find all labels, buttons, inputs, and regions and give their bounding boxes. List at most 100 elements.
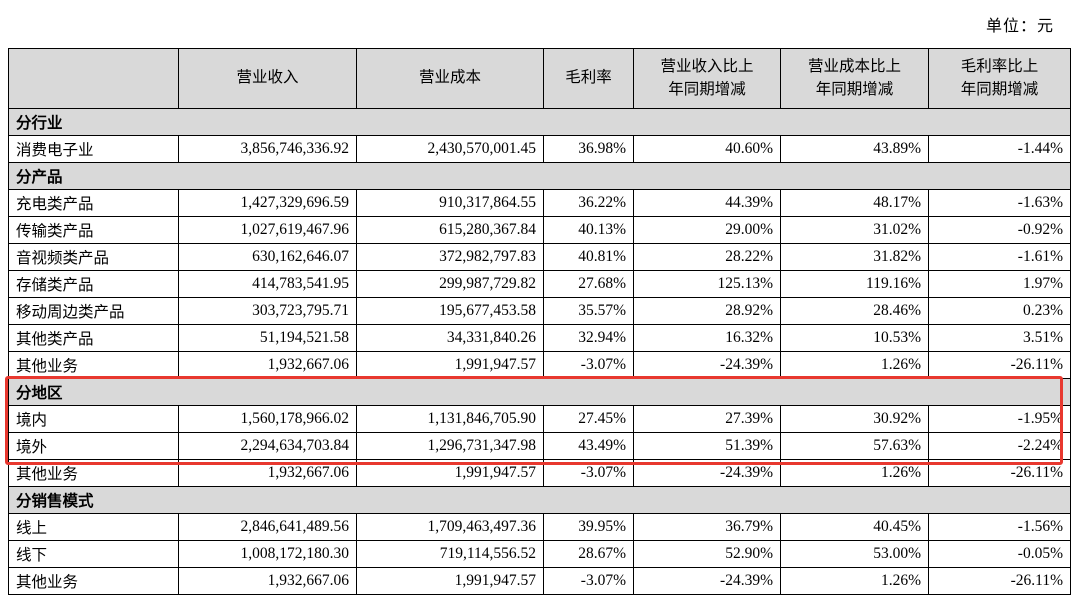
cell-value: 719,114,556.52 xyxy=(356,540,544,568)
cell-value: -26.11% xyxy=(928,567,1071,595)
cell-value: 414,783,541.95 xyxy=(178,270,357,298)
table-row: 境内 1,560,178,966.02 1,131,846,705.90 27.45%… xyxy=(8,405,1071,433)
table-row: 其他类产品 51,194,521.58 34,331,840.26 32.94% 16.… xyxy=(8,324,1071,352)
cell-value: 40.45% xyxy=(780,513,929,541)
table-body: 分行业 消费电子业 3,856,746,336.92 2,430,570,001.45… xyxy=(8,108,1071,595)
cell-value: 1,932,667.06 xyxy=(178,459,357,487)
corner-header xyxy=(8,48,179,109)
row-label: 境外 xyxy=(8,432,179,460)
table-row: 其他业务 1,932,667.06 1,991,947.57 -3.07% -24.39… xyxy=(8,567,1071,595)
cell-value: 1,008,172,180.30 xyxy=(178,540,357,568)
cell-value: 32.94% xyxy=(543,324,634,352)
column-header: 营业收入比上 年同期增减 xyxy=(633,48,781,109)
cell-value: 43.89% xyxy=(780,135,929,163)
cell-value: -24.39% xyxy=(633,351,781,379)
cell-value: 119.16% xyxy=(780,270,929,298)
cell-value: 3,856,746,336.92 xyxy=(178,135,357,163)
cell-value: -1.95% xyxy=(928,405,1071,433)
cell-value: 36.22% xyxy=(543,189,634,217)
cell-value: 28.22% xyxy=(633,243,781,271)
cell-value: 52.90% xyxy=(633,540,781,568)
section-label: 分产品 xyxy=(8,162,1071,190)
cell-value: 1,991,947.57 xyxy=(356,459,544,487)
table-header: 营业收入 营业成本 毛利率 营业收入比上 年同期增减 营业成本比上 年同期增减 毛利率比上… xyxy=(8,48,1071,109)
row-label: 音视频类产品 xyxy=(8,243,179,271)
cell-value: 1.26% xyxy=(780,459,929,487)
cell-value: 57.63% xyxy=(780,432,929,460)
row-label: 消费电子业 xyxy=(8,135,179,163)
cell-value: 16.32% xyxy=(633,324,781,352)
cell-value: 40.81% xyxy=(543,243,634,271)
cell-value: -1.56% xyxy=(928,513,1071,541)
cell-value: 40.60% xyxy=(633,135,781,163)
table-row: 传输类产品 1,027,619,467.96 615,280,367.84 40.13… xyxy=(8,216,1071,244)
column-header: 毛利率比上 年同期增减 xyxy=(928,48,1071,109)
row-label: 存储类产品 xyxy=(8,270,179,298)
cell-value: -26.11% xyxy=(928,459,1071,487)
cell-value: 27.45% xyxy=(543,405,634,433)
row-label: 其他业务 xyxy=(8,459,179,487)
cell-value: 2,294,634,703.84 xyxy=(178,432,357,460)
cell-value: 3.51% xyxy=(928,324,1071,352)
cell-value: -0.05% xyxy=(928,540,1071,568)
cell-value: 1.97% xyxy=(928,270,1071,298)
row-label: 移动周边类产品 xyxy=(8,297,179,325)
cell-value: 27.39% xyxy=(633,405,781,433)
section-row: 分产品 xyxy=(8,162,1071,190)
row-label: 传输类产品 xyxy=(8,216,179,244)
cell-value: 1,427,329,696.59 xyxy=(178,189,357,217)
cell-value: 35.57% xyxy=(543,297,634,325)
header-row: 营业收入 营业成本 毛利率 营业收入比上 年同期增减 营业成本比上 年同期增减 毛利率比上… xyxy=(8,48,1071,109)
financial-breakdown-table: 营业收入 营业成本 毛利率 营业收入比上 年同期增减 营业成本比上 年同期增减 毛利率比上… xyxy=(8,48,1071,595)
cell-value: -24.39% xyxy=(633,459,781,487)
cell-value: 195,677,453.58 xyxy=(356,297,544,325)
column-header: 毛利率 xyxy=(543,48,634,109)
cell-value: 27.68% xyxy=(543,270,634,298)
cell-value: 28.92% xyxy=(633,297,781,325)
cell-value: 39.95% xyxy=(543,513,634,541)
cell-value: 31.82% xyxy=(780,243,929,271)
table-row: 其他业务 1,932,667.06 1,991,947.57 -3.07% -24.39… xyxy=(8,459,1071,487)
column-header: 营业成本 xyxy=(356,48,544,109)
cell-value: -26.11% xyxy=(928,351,1071,379)
row-label: 线下 xyxy=(8,540,179,568)
cell-value: 2,846,641,489.56 xyxy=(178,513,357,541)
cell-value: 0.23% xyxy=(928,297,1071,325)
section-row: 分销售模式 xyxy=(8,486,1071,514)
cell-value: 1.26% xyxy=(780,351,929,379)
cell-value: -2.24% xyxy=(928,432,1071,460)
row-label: 境内 xyxy=(8,405,179,433)
cell-value: 34,331,840.26 xyxy=(356,324,544,352)
table-row: 存储类产品 414,783,541.95 299,987,729.82 27.68% 1… xyxy=(8,270,1071,298)
cell-value: 28.46% xyxy=(780,297,929,325)
cell-value: 1,131,846,705.90 xyxy=(356,405,544,433)
cell-value: 48.17% xyxy=(780,189,929,217)
cell-value: -24.39% xyxy=(633,567,781,595)
cell-value: -1.63% xyxy=(928,189,1071,217)
cell-value: 630,162,646.07 xyxy=(178,243,357,271)
cell-value: 53.00% xyxy=(780,540,929,568)
section-row: 分行业 xyxy=(8,108,1071,136)
table-row: 线下 1,008,172,180.30 719,114,556.52 28.67% 52… xyxy=(8,540,1071,568)
cell-value: 910,317,864.55 xyxy=(356,189,544,217)
cell-value: 29.00% xyxy=(633,216,781,244)
cell-value: 44.39% xyxy=(633,189,781,217)
cell-value: 31.02% xyxy=(780,216,929,244)
table-row: 音视频类产品 630,162,646.07 372,982,797.83 40.81%… xyxy=(8,243,1071,271)
cell-value: -1.44% xyxy=(928,135,1071,163)
cell-value: 28.67% xyxy=(543,540,634,568)
cell-value: 1,027,619,467.96 xyxy=(178,216,357,244)
cell-value: 2,430,570,001.45 xyxy=(356,135,544,163)
cell-value: 125.13% xyxy=(633,270,781,298)
cell-value: 1,932,667.06 xyxy=(178,351,357,379)
cell-value: -3.07% xyxy=(543,351,634,379)
section-label: 分地区 xyxy=(8,378,1071,406)
cell-value: 43.49% xyxy=(543,432,634,460)
row-label: 其他业务 xyxy=(8,567,179,595)
cell-value: -3.07% xyxy=(543,459,634,487)
cell-value: 1,991,947.57 xyxy=(356,351,544,379)
cell-value: -1.61% xyxy=(928,243,1071,271)
row-label: 线上 xyxy=(8,513,179,541)
cell-value: -0.92% xyxy=(928,216,1071,244)
cell-value: 303,723,795.71 xyxy=(178,297,357,325)
